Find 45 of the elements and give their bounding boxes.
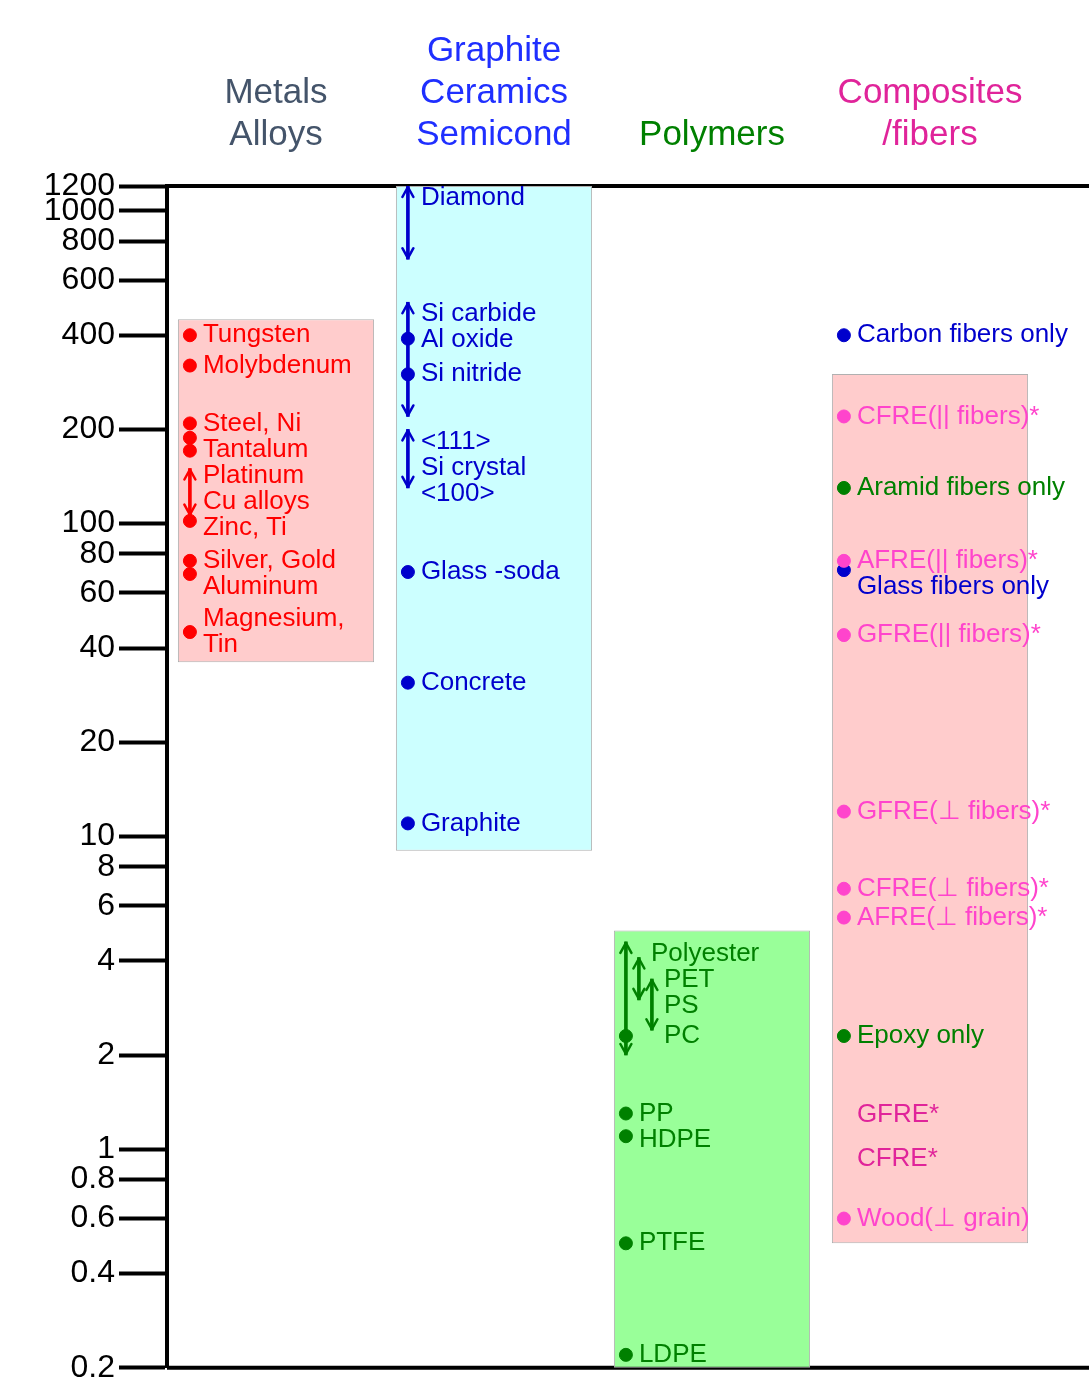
y-tick-label: 400 [61, 315, 115, 352]
x-tick-label: Metals Alloys [224, 70, 328, 152]
series-label: CFRE(⊥ fibers)* [856, 871, 1049, 902]
y-tick-label: 0.4 [70, 1253, 115, 1290]
series-label: Glass -soda [420, 555, 561, 586]
series-label: Silver, Gold [202, 544, 336, 575]
series-label: Concrete [420, 665, 527, 696]
x-tick-label: Composites /fibers [837, 70, 1023, 152]
y-tick-label: 20 [79, 722, 115, 759]
series-label: Magnesium, Tin [202, 602, 345, 659]
legend-label: PC [663, 1019, 701, 1050]
y-tick-label: 600 [61, 259, 115, 296]
legend-label: PS [663, 989, 699, 1020]
series-label: GFRE(⊥ fibers)* [856, 794, 1051, 825]
series-label: Epoxy only [856, 1019, 985, 1050]
series-label: Si nitride [420, 357, 523, 388]
y-tick-label: 800 [61, 220, 115, 257]
y-tick-label: 4 [97, 940, 115, 977]
series-label: GFRE(|| fibers)* [856, 618, 1041, 649]
y-tick-label: 0.2 [70, 1347, 115, 1384]
series-label: LDPE [638, 1338, 707, 1369]
y-tick-label: 200 [61, 409, 115, 446]
x-tick-label: Polymers [639, 112, 785, 152]
series-label: AFRE(⊥ fibers)* [856, 900, 1048, 931]
legend-label: <111> Si crystal <100> [420, 424, 527, 507]
series-label: CFRE(|| fibers)* [856, 399, 1040, 430]
legend-label: Diamond [420, 181, 525, 212]
series-label: PTFE [638, 1226, 706, 1257]
y-tick-label: 60 [79, 572, 115, 609]
series-label: Molybdenum [202, 348, 352, 379]
series-label: Tungsten [202, 318, 311, 349]
series-label: AFRE(|| fibers)* [856, 544, 1038, 575]
series-label: Wood(⊥ grain) [856, 1201, 1030, 1232]
legend-label: Polyester [650, 937, 760, 968]
y-tick-label: 6 [97, 885, 115, 922]
y-tick-label: 2 [97, 1034, 115, 1071]
annotation: CFRE* [856, 1142, 938, 1173]
x-tick-label: Graphite Ceramics Semicond [416, 28, 572, 152]
series-label: Aramid fibers only [856, 471, 1065, 502]
series-label: Graphite [420, 806, 521, 837]
series-label: Carbon fibers only [856, 318, 1068, 349]
annotation: GFRE* [856, 1098, 940, 1129]
y-tick-label: 40 [79, 627, 115, 664]
y-tick-label: 0.6 [70, 1198, 115, 1235]
series-label: Steel, Ni [202, 406, 302, 437]
